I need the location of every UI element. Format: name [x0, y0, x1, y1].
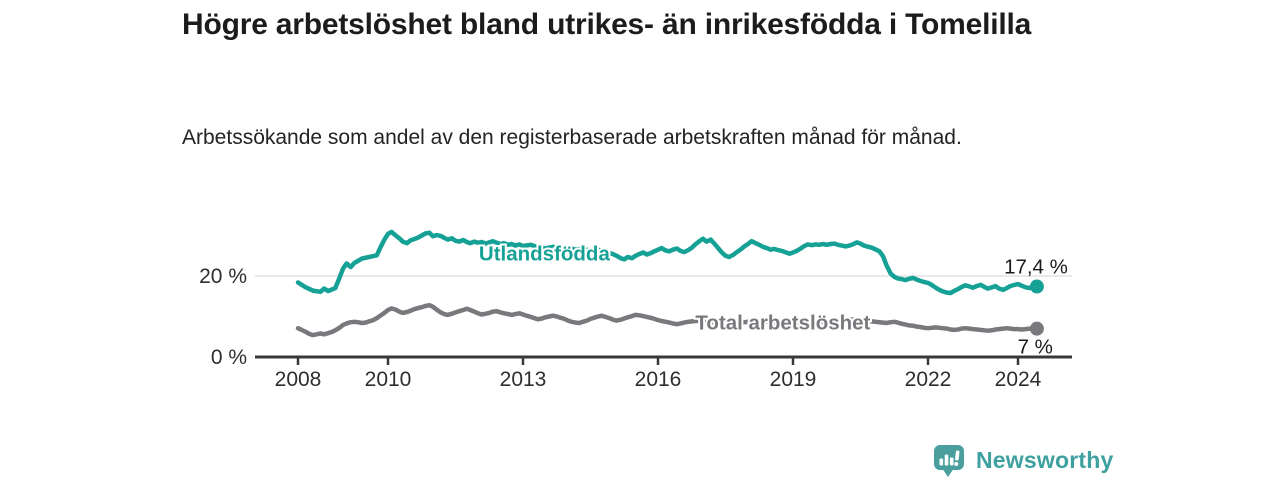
x-tick-label: 2008	[275, 368, 322, 391]
x-tick-label: 2024	[995, 368, 1042, 391]
y-tick-label: 20 %	[199, 265, 247, 288]
series-label-total: Total arbetslöshet	[695, 312, 870, 335]
series-end-value-label: 17,4 %	[1004, 256, 1068, 279]
x-tick-label: 2019	[770, 368, 817, 391]
x-tick-label: 2016	[635, 368, 682, 391]
series-end-dot	[1029, 279, 1044, 294]
x-tick-label: 2013	[500, 368, 547, 391]
x-tick-label: 2022	[905, 368, 952, 391]
series-line-total	[295, 302, 1040, 338]
newsworthy-logo-icon	[934, 445, 964, 477]
series-label-utlandsfodda: Utlandsfödda	[479, 242, 611, 265]
page-title: Högre arbetslöshet bland utrikes- än inr…	[182, 8, 1032, 41]
x-tick-label: 2010	[365, 368, 412, 391]
brand-logo: Newsworthy	[932, 443, 1113, 478]
series-end-value-label: 7 %	[1018, 336, 1053, 359]
y-tick-label: 0 %	[211, 346, 247, 369]
series-end-dot	[1029, 321, 1044, 336]
brand-name: Newsworthy	[976, 447, 1114, 473]
series-line-utlandsfodda	[295, 229, 1040, 296]
chart-subtitle: Arbetssökande som andel av den registerb…	[182, 126, 962, 149]
